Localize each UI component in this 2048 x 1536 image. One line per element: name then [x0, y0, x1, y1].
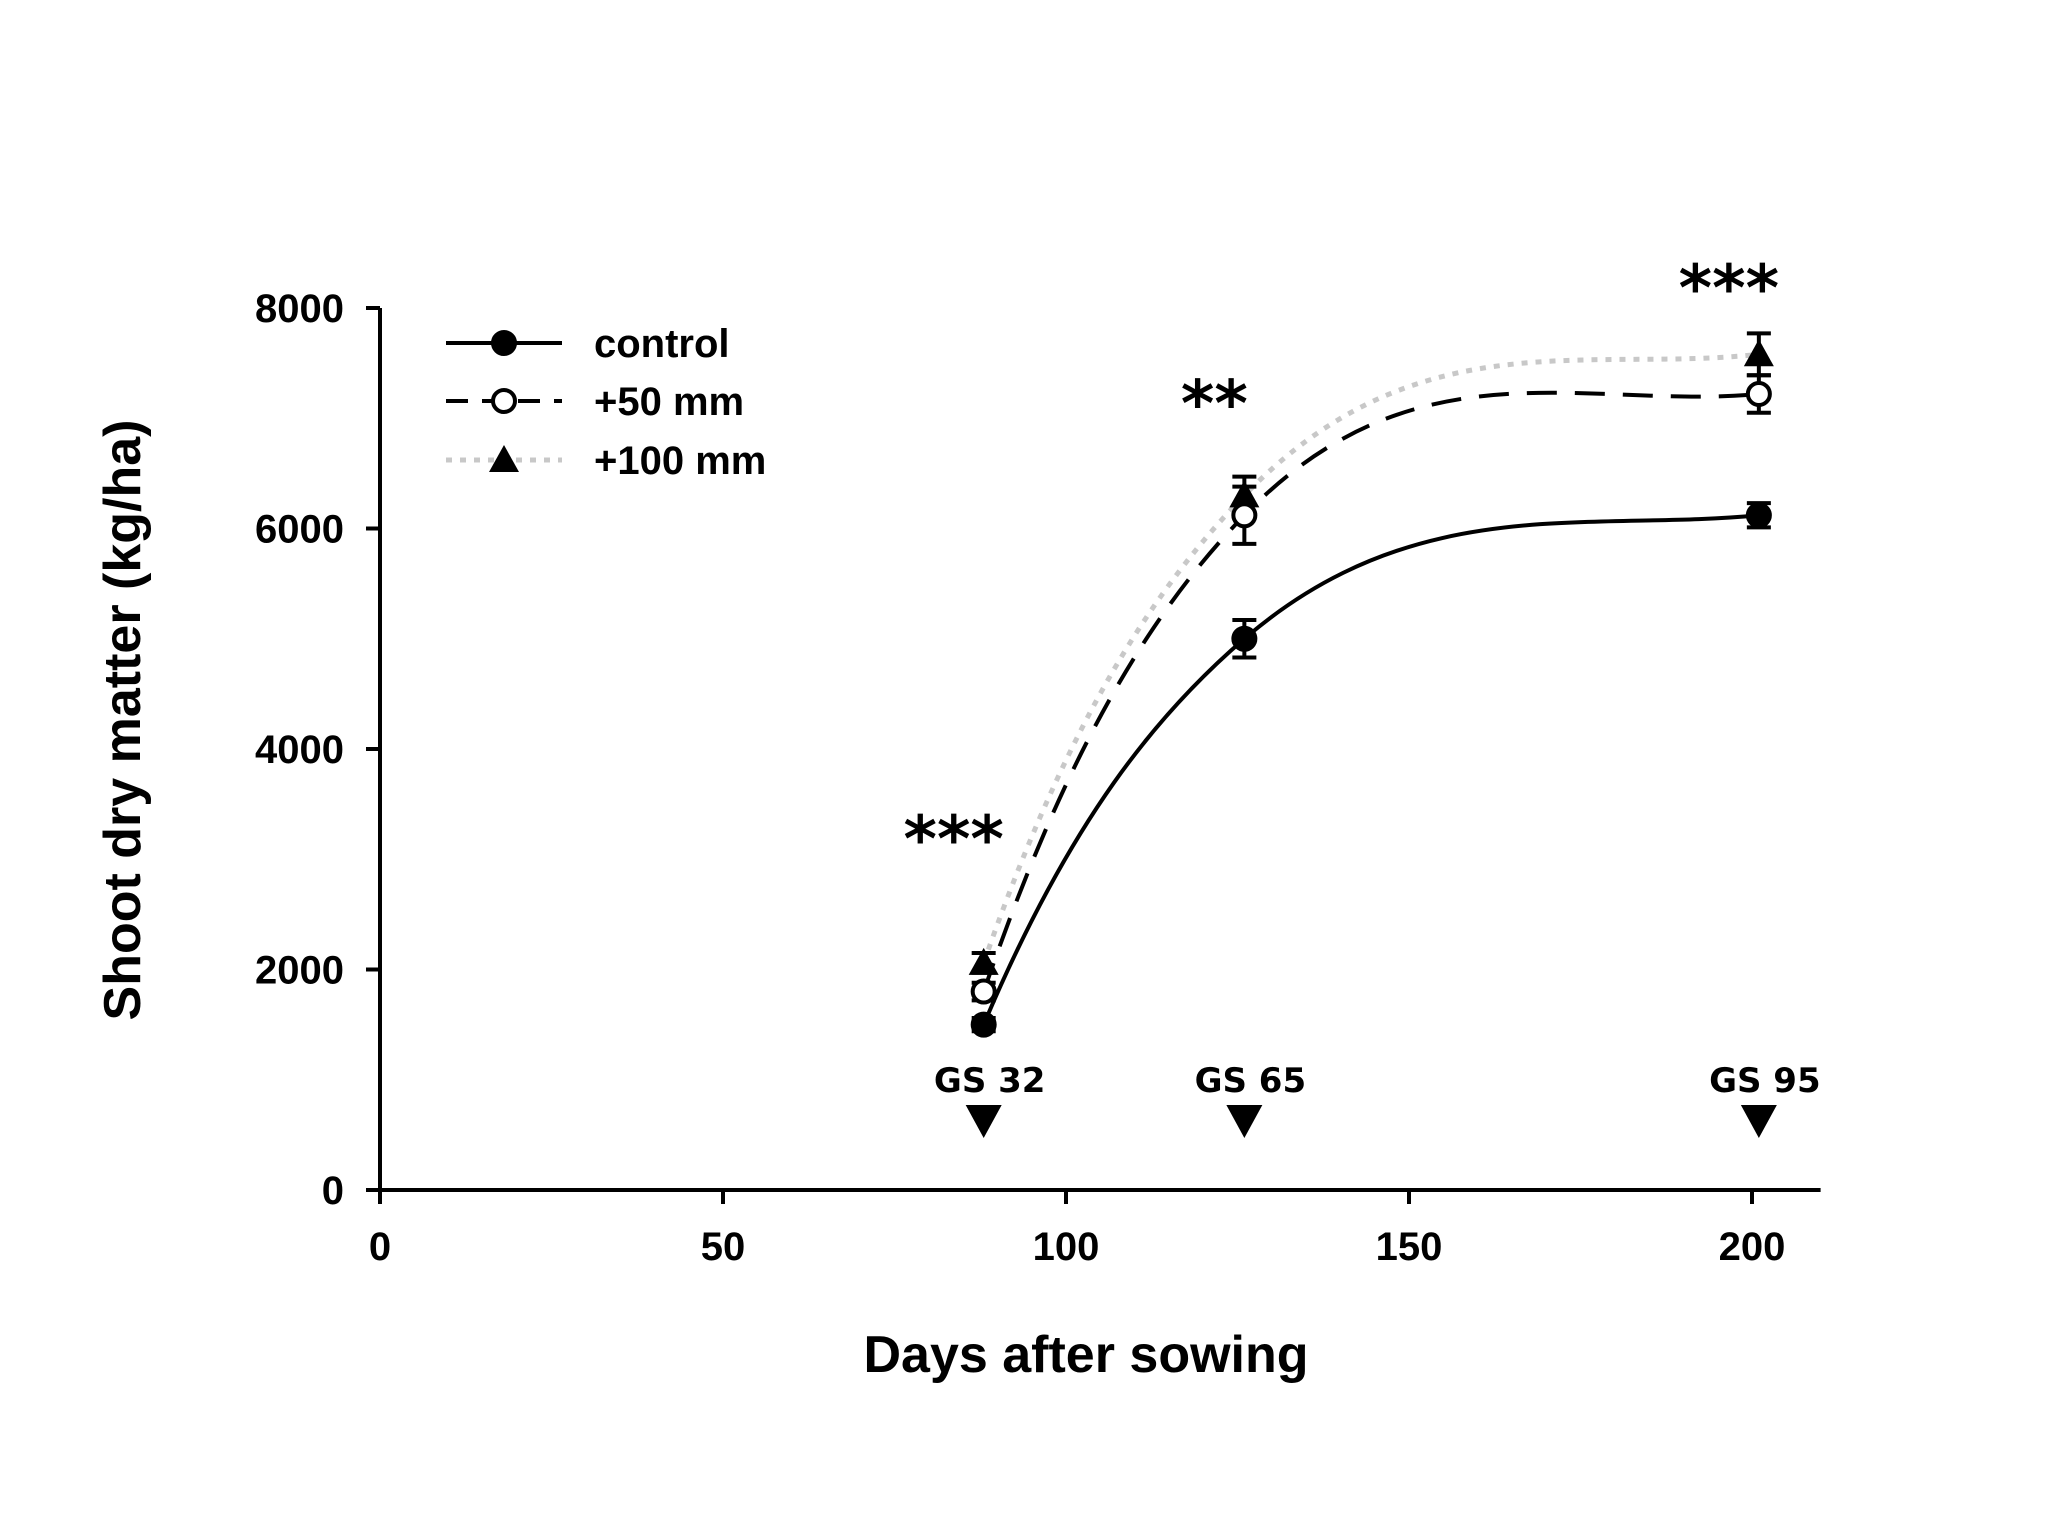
x-tick-label: 200: [1719, 1225, 1786, 1269]
growth-stage-label: GS 32: [934, 1061, 1046, 1101]
y-tick-label: 8000: [255, 287, 344, 331]
legend-marker--100-mm: [489, 445, 519, 472]
y-tick-label: 0: [322, 1169, 344, 1213]
data-point--50-mm: [1231, 502, 1258, 529]
x-ticks: 0 50 100 150 200: [369, 1190, 1786, 1269]
legend-label-control: control: [594, 322, 730, 366]
significance-stars: ***: [903, 804, 1003, 878]
data-point--100-mm: [1743, 339, 1774, 367]
data-point-control: [1745, 502, 1772, 529]
legend-marker-control: [491, 330, 517, 356]
growth-stage-markers: GS 32 GS 65 GS 95: [934, 1061, 1821, 1138]
y-axis-title: Shoot dry matter (kg/ha): [94, 420, 152, 1021]
data-point-control: [970, 1011, 997, 1038]
y-tick-label: 4000: [255, 728, 344, 772]
growth-stage-arrow-icon: [1740, 1105, 1777, 1138]
growth-stage-arrow-icon: [965, 1105, 1002, 1138]
series-line--100-mm: [981, 351, 1760, 964]
y-ticks: 0 2000 4000 6000 8000: [255, 287, 380, 1213]
legend-marker--50-mm: [491, 388, 517, 414]
data-point--100-mm: [968, 947, 999, 975]
data-point-control: [1231, 625, 1258, 652]
growth-stage-label: GS 95: [1709, 1061, 1821, 1101]
x-tick-label: 100: [1033, 1225, 1100, 1269]
y-tick-label: 6000: [255, 508, 344, 552]
significance-annotations: ********: [903, 252, 1779, 877]
significance-stars: ***: [1679, 252, 1779, 326]
series-line-control: [981, 513, 1760, 1026]
legend-label--100-mm: +100 mm: [594, 439, 766, 483]
significance-stars: **: [1181, 368, 1248, 442]
x-tick-label: 150: [1376, 1225, 1443, 1269]
legend-label--50-mm: +50 mm: [594, 380, 744, 424]
data-point--100-mm: [1229, 480, 1260, 508]
data-point--50-mm: [970, 978, 997, 1005]
data-point--50-mm: [1745, 380, 1772, 407]
x-tick-label: 0: [369, 1225, 391, 1269]
y-tick-label: 2000: [255, 949, 344, 993]
legend: control +50 mm +100 mm: [446, 322, 766, 483]
growth-stage-label: GS 65: [1195, 1061, 1307, 1101]
series-layer: [968, 331, 1774, 1038]
growth-stage-arrow-icon: [1226, 1105, 1263, 1138]
axes: 0 50 100 150 200 0 2000 4000 6000 8000: [255, 287, 1821, 1269]
x-axis-title: Days after sowing: [863, 1326, 1308, 1384]
x-tick-label: 50: [701, 1225, 746, 1269]
